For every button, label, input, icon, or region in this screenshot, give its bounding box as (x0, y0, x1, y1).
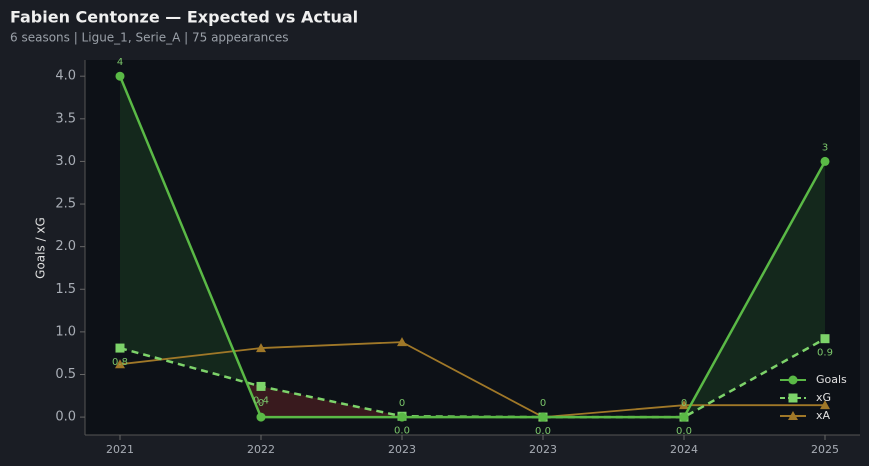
legend-label: xA (816, 409, 831, 422)
point (115, 71, 125, 81)
point (115, 359, 125, 369)
data-label: 0 (399, 398, 405, 409)
data-label: 0.8 (112, 357, 128, 368)
point (820, 334, 830, 344)
y-tick-label: 4.0 (55, 69, 76, 84)
y-tick-label: 0.5 (55, 367, 76, 382)
point (397, 412, 407, 422)
chart-title: Fabien Centonze — Expected vs Actual (10, 8, 358, 27)
x-tick-label: 2023 (529, 443, 557, 456)
point (256, 343, 266, 353)
y-tick-label: 3.5 (55, 111, 76, 126)
y-tick-label: 0.0 (55, 410, 76, 425)
point (397, 337, 407, 347)
x-tick-label: 2024 (670, 443, 698, 456)
data-label: 0 (258, 398, 264, 409)
y-tick-label: 1.0 (55, 324, 76, 339)
data-label: 4 (117, 57, 123, 68)
data-label: 0 (681, 398, 687, 409)
point (820, 400, 830, 410)
y-tick-label: 1.5 (55, 282, 76, 297)
point (256, 381, 266, 391)
x-tick-label: 2021 (106, 443, 134, 456)
data-label: 3 (822, 142, 828, 153)
point (538, 412, 548, 422)
data-label: 0 (540, 398, 546, 409)
legend-label: Goals (816, 373, 847, 386)
point (256, 412, 266, 422)
series-line (118, 75, 827, 419)
y-tick-label: 2.0 (55, 239, 76, 254)
x-tick-label: 2023 (388, 443, 416, 456)
data-label: 0.0 (676, 426, 692, 437)
legend-marker (788, 411, 798, 420)
data-label: 0.4 (253, 395, 269, 406)
point (820, 156, 830, 166)
data-label: 0.9 (817, 348, 833, 359)
legend-marker (788, 393, 798, 403)
point (679, 400, 689, 410)
point (115, 343, 125, 353)
legend-marker (788, 375, 798, 385)
y-tick-label: 3.0 (55, 154, 76, 169)
y-axis-label: Goals / xG (34, 217, 48, 279)
chart-subtitle: 6 seasons | Ligue_1, Serie_A | 75 appear… (10, 31, 289, 45)
data-label: 0.0 (394, 425, 410, 436)
point (679, 412, 689, 422)
data-label: 0.0 (535, 426, 551, 437)
x-tick-label: 2022 (247, 443, 275, 456)
y-tick-label: 2.5 (55, 197, 76, 212)
series-line (119, 341, 825, 419)
legend-label: xG (816, 391, 831, 404)
x-tick-label: 2025 (811, 443, 839, 456)
